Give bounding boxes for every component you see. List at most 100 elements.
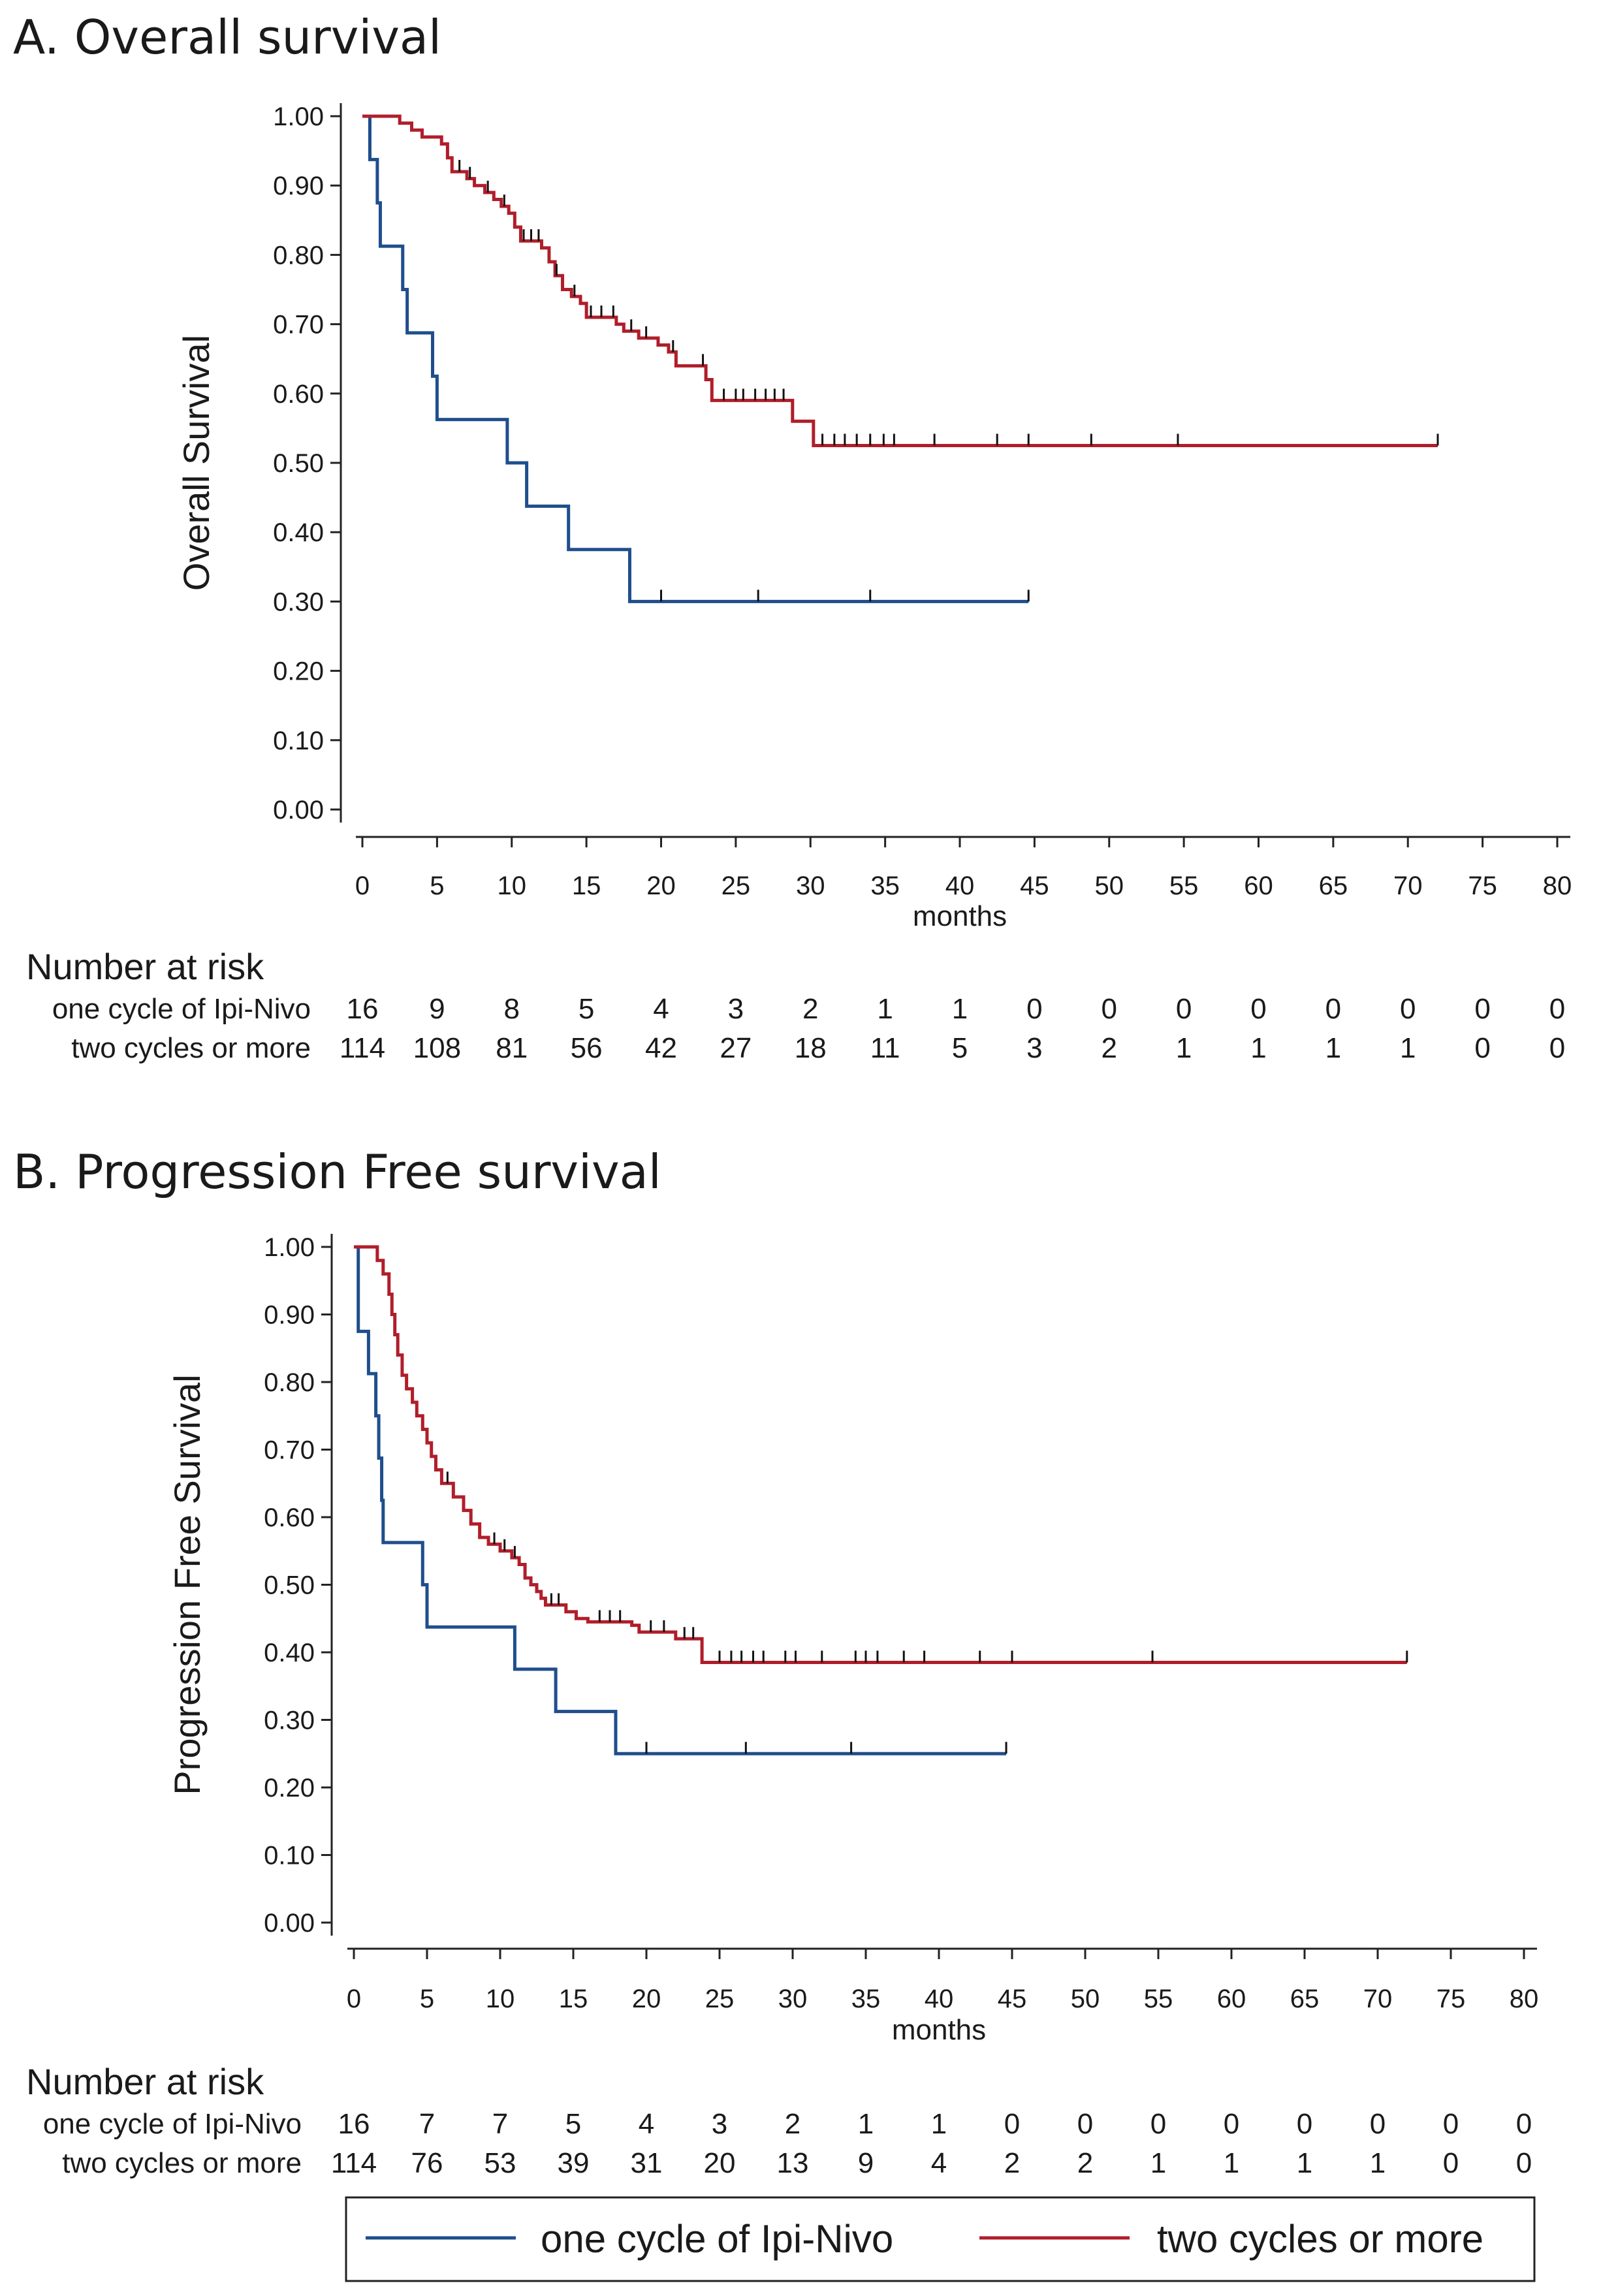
risk-value: 0 [1026, 993, 1042, 1025]
survival-curve-series-2 [354, 1245, 1407, 1665]
x-tick-label: 40 [945, 872, 975, 900]
x-tick-label: 50 [1095, 872, 1124, 900]
risk-value: 16 [347, 993, 379, 1025]
x-tick-label: 30 [796, 872, 825, 900]
y-axis-label: Overall Survival [176, 335, 217, 591]
risk-value: 4 [931, 2147, 947, 2179]
risk-value: 18 [795, 1032, 827, 1064]
risk-value: 0 [1516, 2108, 1532, 2140]
x-tick-label: 55 [1144, 1985, 1173, 2013]
risk-value: 53 [484, 2147, 516, 2179]
risk-value: 1 [1370, 2147, 1386, 2179]
risk-value: 1 [1400, 1032, 1416, 1064]
x-tick-label: 5 [430, 872, 444, 900]
risk-value: 9 [858, 2147, 874, 2179]
x-tick-label: 70 [1363, 1985, 1393, 2013]
risk-value: 1 [1150, 2147, 1166, 2179]
risk-value: 5 [565, 2108, 581, 2140]
risk-value: 0 [1250, 993, 1266, 1025]
x-tick-label: 15 [572, 872, 601, 900]
risk-value: 1 [1224, 2147, 1239, 2179]
risk-row-label: two cycles or more [62, 2147, 302, 2179]
x-tick-label: 15 [559, 1985, 588, 2013]
risk-value: 2 [1004, 2147, 1020, 2179]
risk-table-heading: Number at risk [26, 2061, 264, 2102]
y-tick-label: 0.00 [273, 796, 324, 825]
survival-curve-series-1 [362, 114, 1029, 603]
x-tick-label: 65 [1319, 872, 1348, 900]
risk-value: 1 [931, 2108, 947, 2140]
legend: one cycle of Ipi-Nivo two cycles or more [345, 2196, 1536, 2282]
risk-value: 0 [1443, 2147, 1459, 2179]
y-tick-label: 0.60 [264, 1503, 315, 1532]
x-tick-label: 5 [420, 1985, 434, 2013]
y-tick-label: 1.00 [264, 1233, 315, 1262]
risk-value: 108 [413, 1032, 461, 1064]
risk-value: 11 [870, 1032, 900, 1064]
y-tick-label: 0.20 [264, 1774, 315, 1802]
risk-value: 16 [338, 2108, 370, 2140]
risk-value: 81 [496, 1032, 528, 1064]
y-tick-label: 0.90 [264, 1301, 315, 1330]
panel-title: A. Overall survival [13, 10, 441, 65]
y-tick-label: 0.20 [273, 657, 324, 686]
risk-row-label: one cycle of Ipi-Nivo [52, 993, 311, 1025]
risk-value: 2 [1077, 2147, 1093, 2179]
risk-value: 4 [653, 993, 669, 1025]
x-tick-label: 10 [486, 1985, 515, 2013]
risk-value: 31 [631, 2147, 663, 2179]
panel-progression-free-survival: B. Progression Free survival 0.00 0.10 0.20… [13, 1144, 1538, 2179]
x-tick-label: 30 [778, 1985, 808, 2013]
risk-value: 1 [1176, 1032, 1192, 1064]
x-tick-label: 65 [1290, 1985, 1320, 2013]
risk-row-label: one cycle of Ipi-Nivo [43, 2108, 302, 2140]
risk-value: 2 [785, 2108, 800, 2140]
risk-value: 114 [340, 1032, 385, 1064]
y-tick-label: 0.40 [264, 1639, 315, 1667]
x-tick-label: 0 [355, 872, 370, 900]
risk-value: 0 [1077, 2108, 1093, 2140]
risk-value: 2 [1102, 1032, 1117, 1064]
risk-value: 0 [1370, 2108, 1386, 2140]
risk-value: 1 [1325, 1032, 1341, 1064]
risk-value: 0 [1176, 993, 1192, 1025]
risk-value: 4 [639, 2108, 654, 2140]
risk-value: 0 [1549, 1032, 1565, 1064]
legend-label-two-cycles: two cycles or more [1157, 2217, 1483, 2261]
x-tick-label: 25 [705, 1985, 735, 2013]
y-tick-label: 0.10 [264, 1842, 315, 1870]
risk-value: 0 [1004, 2108, 1020, 2140]
y-tick-label: 0.80 [264, 1368, 315, 1397]
y-axis-label: Progression Free Survival [166, 1374, 208, 1795]
y-tick-label: 0.50 [273, 449, 324, 478]
x-tick-label: 60 [1244, 872, 1273, 900]
x-tick-label: 75 [1468, 872, 1497, 900]
risk-value: 1 [858, 2108, 874, 2140]
risk-table-heading: Number at risk [26, 946, 264, 987]
risk-value: 5 [579, 993, 594, 1025]
risk-value: 114 [331, 2147, 377, 2179]
x-tick-label: 70 [1393, 872, 1423, 900]
legend-box [345, 2196, 1536, 2282]
y-tick-label: 0.70 [273, 311, 324, 339]
x-axis-label: months [892, 2014, 986, 2046]
y-tick-label: 0.30 [273, 588, 324, 616]
y-tick-label: 0.00 [264, 1909, 315, 1938]
x-tick-label: 10 [498, 872, 527, 900]
survival-curve-series-1 [354, 1245, 1007, 1755]
x-axis-label: months [913, 900, 1007, 932]
risk-value: 0 [1325, 993, 1341, 1025]
risk-value: 0 [1102, 993, 1117, 1025]
risk-value: 13 [777, 2147, 809, 2179]
x-tick-label: 45 [1020, 872, 1049, 900]
risk-value: 0 [1443, 2108, 1459, 2140]
risk-value: 3 [712, 2108, 727, 2140]
risk-value: 0 [1474, 1032, 1490, 1064]
y-tick-label: 0.10 [273, 727, 324, 755]
risk-value: 0 [1549, 993, 1565, 1025]
risk-value: 7 [419, 2108, 435, 2140]
risk-value: 1 [1297, 2147, 1312, 2179]
x-tick-label: 45 [998, 1985, 1027, 2013]
risk-value: 76 [411, 2147, 443, 2179]
